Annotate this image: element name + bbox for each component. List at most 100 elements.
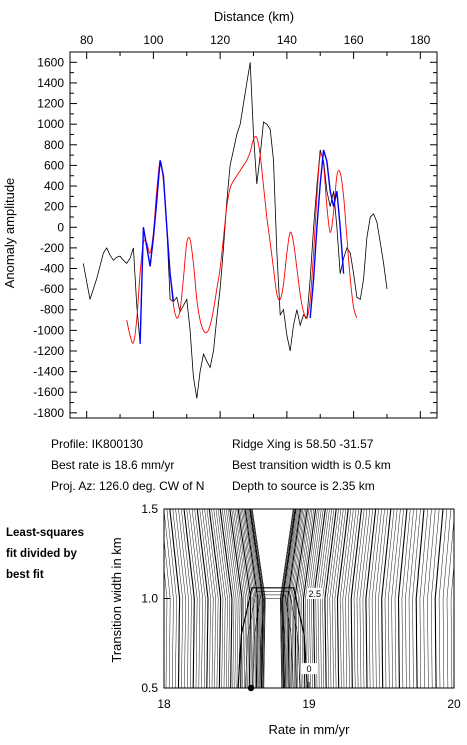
contour-y-tick-label: 1.0 [141, 592, 158, 606]
contour-line [286, 509, 300, 688]
contour-line-inner [259, 598, 287, 688]
contour-line-inner [244, 591, 301, 688]
contour-line [381, 509, 392, 688]
contour-axes: 18 19 20 0.5 1.0 1.5 [141, 502, 461, 711]
series-line-fit-region [309, 149, 345, 319]
contour-line [423, 509, 432, 688]
contour-line [164, 536, 171, 688]
contour-line [211, 509, 224, 688]
contour-line [125, 509, 133, 688]
contour-line [240, 509, 254, 688]
contour-line [223, 509, 237, 688]
contour-label: 0 [306, 664, 311, 674]
series-line-fit-region [139, 160, 175, 344]
contour-line [129, 509, 137, 688]
contour-chart: Rate in mm/yr Transition width in km 2.5… [95, 502, 467, 737]
contour-line [362, 509, 373, 688]
contour-line [287, 509, 302, 688]
contour-line-inner [237, 587, 309, 688]
contour-x-tick-label: 20 [447, 697, 461, 711]
contour-line [199, 509, 211, 688]
x-tick-label: 80 [80, 33, 94, 47]
side-note-line-3: best fit [6, 569, 44, 581]
contour-line [206, 509, 219, 688]
contour-line [194, 509, 206, 688]
x-tick-label: 120 [210, 33, 230, 47]
y-tick-label: 200 [44, 200, 64, 214]
best-fit-marker [247, 684, 255, 692]
contour-line [329, 509, 342, 688]
contour-line [412, 509, 421, 688]
contour-line [438, 509, 448, 688]
contour-line [189, 509, 201, 688]
x-tick-label: 160 [344, 33, 364, 47]
contour-line [302, 509, 317, 688]
contour-line [181, 509, 192, 688]
contour-line [359, 509, 371, 688]
x-tick-label: 100 [143, 33, 163, 47]
contour-line [459, 509, 467, 688]
contour-line [297, 509, 311, 688]
contour-line [242, 509, 256, 688]
contour-line [339, 509, 352, 688]
contour-line [283, 509, 297, 688]
contour-line [178, 509, 189, 688]
contour-line [345, 509, 357, 688]
contour-line [221, 509, 235, 688]
contour-line [217, 509, 231, 688]
contour-line [227, 509, 241, 688]
contour-line [327, 509, 339, 688]
proj-az-label: Proj. Az: 126.0 deg. CW of N [51, 479, 205, 493]
contour-line [237, 509, 252, 688]
contour-line [401, 509, 411, 688]
contour-line [371, 509, 382, 688]
y-tick-label: -600 [40, 282, 64, 296]
contour-line [294, 509, 308, 688]
contour-line [233, 509, 246, 688]
contour-line [415, 509, 425, 688]
contour-line [215, 509, 228, 688]
series-line-observed [82, 62, 388, 399]
contour-line [247, 509, 262, 688]
contour-line [239, 509, 253, 688]
y-tick-label: 1400 [37, 76, 64, 90]
contour-line [455, 509, 463, 688]
contour-line [394, 509, 404, 688]
contour-line [291, 509, 305, 688]
contour-line [169, 509, 181, 688]
side-note: Least-squares fit divided by best fit [6, 523, 84, 586]
contour-line [164, 509, 174, 688]
contour-line [301, 509, 315, 688]
contour-y-tick-label: 1.5 [141, 502, 158, 516]
contour-line [290, 509, 304, 688]
y-tick-label: -800 [40, 303, 64, 317]
y-tick-label: -400 [40, 262, 64, 276]
contour-line [229, 509, 243, 688]
contour-label-bg [306, 587, 323, 599]
contour-x-tick-label: 19 [302, 697, 316, 711]
best-transition-label: Best transition width is 0.5 km [232, 458, 391, 472]
contour-line [225, 509, 239, 688]
contour-line [305, 509, 318, 688]
contour-line [353, 509, 365, 688]
y-tick-label: -1200 [33, 344, 64, 358]
top-plot-frame [69, 51, 438, 419]
contour-line [95, 509, 103, 688]
contour-line [249, 509, 264, 688]
depth-label: Depth to source is 2.35 km [232, 479, 375, 493]
x-tick-label: 140 [277, 33, 297, 47]
contour-line [208, 509, 222, 688]
contour-line [293, 509, 307, 688]
contour-line [280, 509, 295, 688]
contour-line [408, 509, 418, 688]
contour-line [375, 509, 385, 688]
contour-line [234, 509, 248, 688]
contour-line [175, 509, 186, 688]
contour-line [244, 509, 259, 688]
contour-line [463, 509, 467, 688]
contour-line [350, 509, 363, 688]
contour-line [219, 509, 233, 688]
contour-line [281, 509, 296, 688]
contour-line [183, 509, 195, 688]
